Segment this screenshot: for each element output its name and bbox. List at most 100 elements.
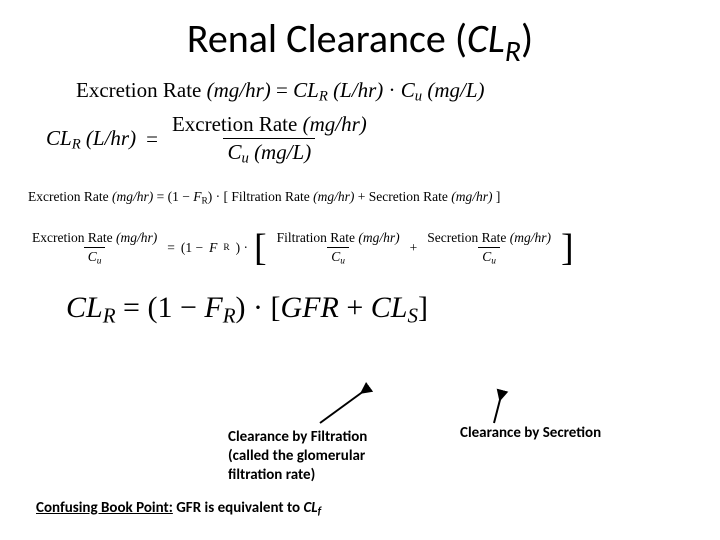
eq5-plus: + [339, 291, 371, 324]
eq4-close: ) · [236, 240, 248, 256]
eq2-frac: Excretion Rate (mg/hr) Cu (mg/L) [168, 112, 371, 168]
eq5-eq: = [123, 291, 147, 324]
slide: Renal Clearance (CLR) Excretion Rate (mg… [0, 0, 720, 540]
title-post: ) [521, 14, 533, 63]
eq3-lhs-u: (mg/hr) [112, 189, 153, 204]
eq3-filt: Filtration Rate [231, 189, 309, 204]
eq4-f2-num-a: Secretion Rate [427, 230, 506, 245]
eq4-f1: Filtration Rate (mg/hr) Cu [273, 230, 404, 266]
eq4-lhs-num: Excretion Rate (mg/hr) [28, 230, 161, 247]
footer-note: Confusing Book Point: GFR is equivalent … [36, 499, 321, 518]
eq3-sec-u: (mg/hr) [451, 189, 492, 204]
eq4-f2-den-sub: u [491, 256, 496, 266]
eq4-lbracket: [ [254, 229, 267, 267]
title-pre: Renal Clearance ( [187, 14, 467, 63]
slide-title: Renal Clearance (CLR) [0, 14, 720, 63]
eq2-lhs-a-sub: R [72, 136, 81, 152]
eq4-fr-sub: R [223, 243, 229, 253]
eq4-lhs-frac: Excretion Rate (mg/hr) Cu [28, 230, 161, 266]
equation-4: Excretion Rate (mg/hr) Cu = (1 − FR ) · [… [28, 229, 684, 267]
eq4-f2: Secretion Rate (mg/hr) Cu [423, 230, 555, 266]
eq5-rb: ] [418, 291, 428, 324]
eq4-f2-num: Secretion Rate (mg/hr) [423, 230, 555, 247]
eq3-close: ) · [208, 189, 224, 204]
eq3-lhs: Excretion Rate [28, 189, 109, 204]
eq4-lhs-den-sub: u [97, 256, 102, 266]
annot1-line3: filtration rate) [228, 466, 367, 485]
eq2-lhs-b: (L/hr) [86, 126, 136, 150]
equation-3: Excretion Rate (mg/hr) = (1 − FR) · [ Fi… [28, 189, 684, 206]
eq2-num-b: (mg/hr) [303, 112, 367, 136]
title-sub: R [505, 33, 521, 70]
footer-cl: CL [303, 499, 317, 517]
eq1-rhs-a-sub: R [319, 89, 328, 105]
annotation-filtration: Clearance by Filtration (called the glom… [228, 428, 367, 484]
eq5-cl-sub: R [103, 303, 116, 327]
eq3-filt-u: (mg/hr) [313, 189, 354, 204]
eq4-eq: = [167, 240, 175, 256]
eq2-num-a: Excretion Rate [172, 112, 297, 136]
eq4-f1-den-a: C [331, 249, 340, 264]
eq2-den-a-sub: u [241, 150, 248, 166]
eq4-lhs-den-a: C [88, 249, 97, 264]
eq3-open: (1 − [168, 189, 194, 204]
eq2-den-b: (mg/L) [254, 140, 311, 164]
equation-1: Excretion Rate (mg/hr) = CLR (L/hr) · Cu… [76, 78, 684, 106]
arrow-secretion [494, 392, 502, 423]
annot1-line2: (called the glomerular [228, 447, 367, 466]
eq4-lhs-den: Cu [84, 247, 106, 266]
eq5-close: ) · [236, 291, 271, 324]
eq5-fr: F [204, 291, 222, 324]
eq5-open: (1 − [147, 291, 204, 324]
eq2-den-a: C [227, 140, 241, 164]
eq1-rhs-b: (L/hr) [333, 78, 383, 102]
eq4-lhs-num-a: Excretion Rate [32, 230, 113, 245]
annot1-line1: Clearance by Filtration [228, 428, 367, 447]
arrow-filtration [320, 388, 368, 423]
eq3-sec: Secretion Rate [369, 189, 448, 204]
eq1-rhs-c: C [401, 78, 415, 102]
eq1-lhs-a: Excretion Rate [76, 78, 201, 102]
eq4-lhs-num-u: (mg/hr) [116, 230, 157, 245]
eq3-rb: ] [496, 189, 501, 204]
eq2-num: Excretion Rate (mg/hr) [168, 112, 371, 138]
eq3-lb: [ [224, 189, 229, 204]
equation-5: CLR = (1 − FR) · [GFR + CLS] [66, 291, 684, 328]
eq5-lb: [ [271, 291, 281, 324]
eq5-fr-sub: R [223, 303, 236, 327]
eq4-f2-den: Cu [478, 247, 500, 266]
eq4-plus: + [410, 240, 418, 256]
footer-label: Confusing Book Point: [36, 499, 173, 517]
eq5-cls-sub: S [407, 303, 418, 327]
eq4-f1-den: Cu [327, 247, 349, 266]
eq1-rhs-a: CL [293, 78, 319, 102]
eq4-f1-den-sub: u [340, 256, 345, 266]
eq1-lhs-b: (mg/hr) [207, 78, 271, 102]
eq2-den: Cu (mg/L) [223, 138, 315, 168]
footer-text: GFR is equivalent to [173, 499, 304, 517]
eq4-f2-den-a: C [482, 249, 491, 264]
eq1-rhs-d: (mg/L) [427, 78, 484, 102]
eq4-fr: F [209, 240, 217, 256]
eq2-lhs: CLR (L/hr) [46, 126, 136, 154]
eq3-eq: = [157, 189, 168, 204]
eq4-f1-num-u: (mg/hr) [358, 230, 399, 245]
eq4-rbracket: ] [561, 229, 574, 267]
annotation-secretion: Clearance by Secretion [460, 424, 601, 443]
eq1-dot: · [389, 78, 396, 102]
eq1-rhs-c-sub: u [415, 89, 422, 105]
eq2-eq: = [146, 127, 158, 152]
eq4-f2-num-u: (mg/hr) [510, 230, 551, 245]
annot2-line1: Clearance by Secretion [460, 424, 601, 443]
eq5-gfr: GFR [281, 291, 339, 324]
equations-area: Excretion Rate (mg/hr) = CLR (L/hr) · Cu… [36, 78, 684, 328]
eq5-cl: CL [66, 291, 103, 324]
title-cl: CL [467, 14, 505, 63]
eq4-f1-num-a: Filtration Rate [277, 230, 355, 245]
eq3-plus: + [358, 189, 369, 204]
eq2-lhs-a: CL [46, 126, 72, 150]
equation-2: CLR (L/hr) = Excretion Rate (mg/hr) Cu (… [46, 112, 684, 168]
footer-sub: f [318, 504, 322, 518]
eq4-open: (1 − [181, 240, 203, 256]
eq4-f1-num: Filtration Rate (mg/hr) [273, 230, 404, 247]
